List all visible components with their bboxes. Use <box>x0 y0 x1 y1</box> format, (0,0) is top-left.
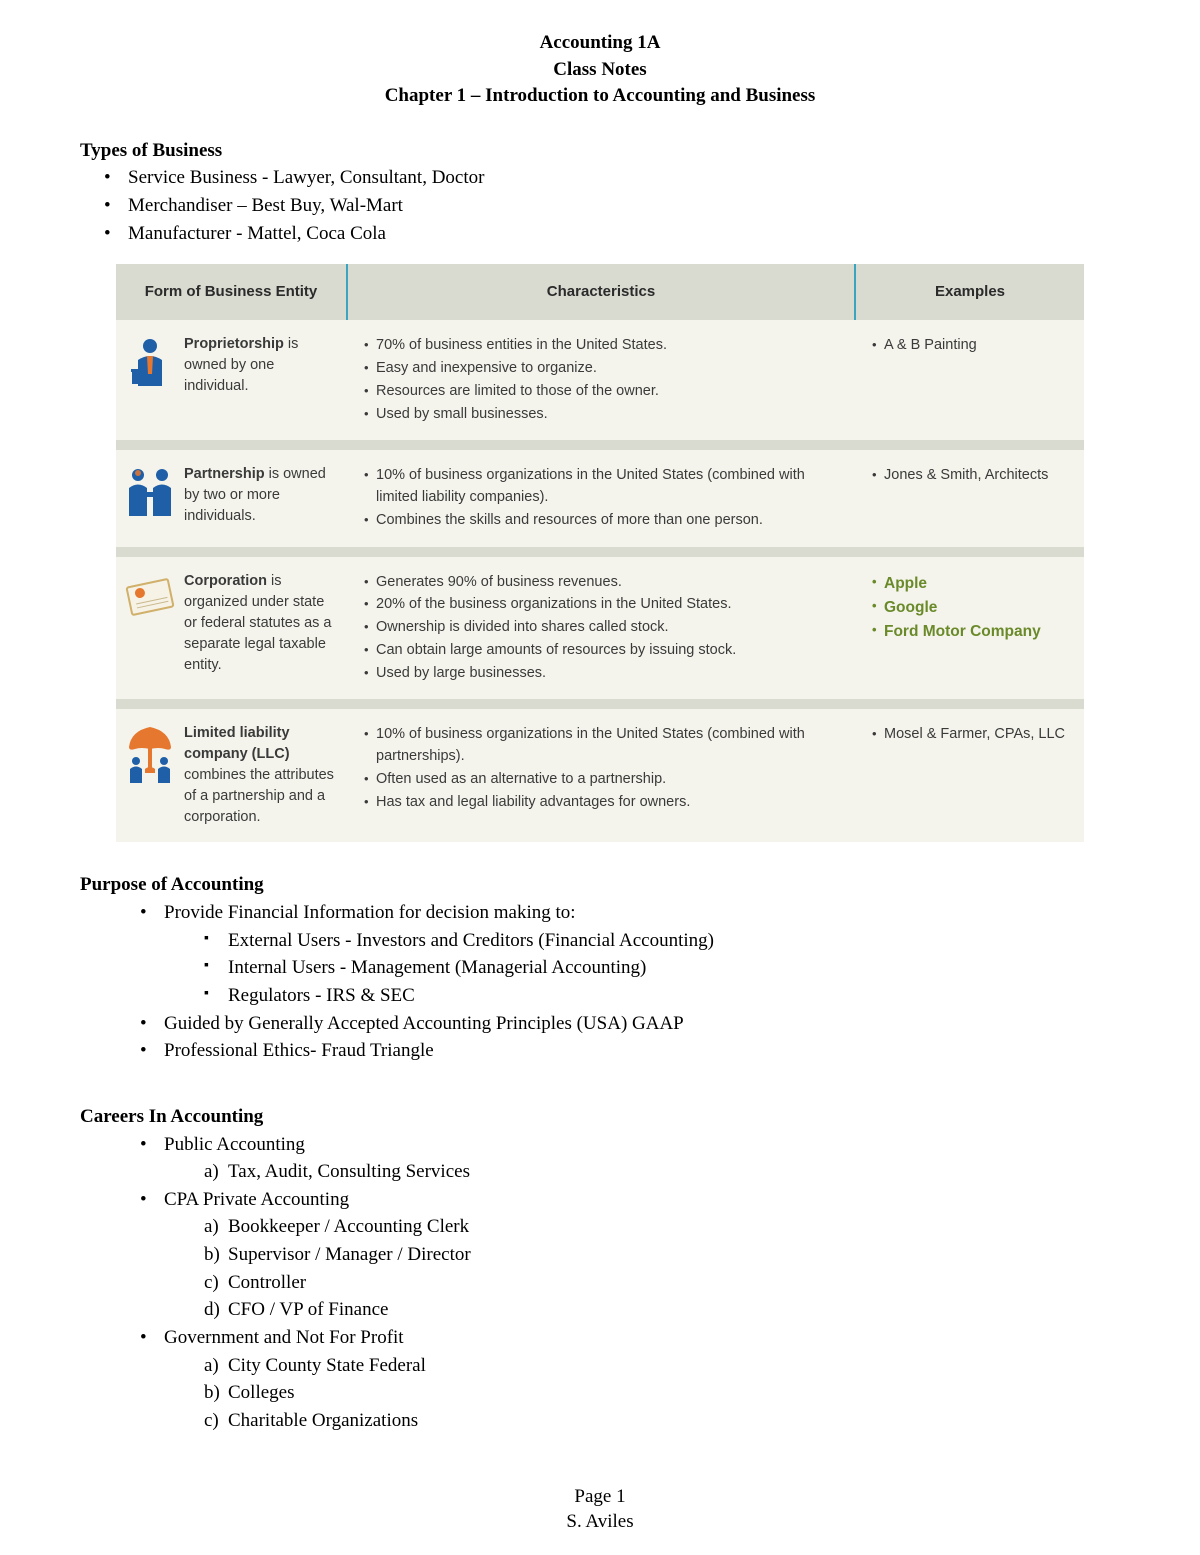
characteristic-item: Ownership is divided into shares called … <box>364 617 836 639</box>
careers-subitem: Charitable Organizations <box>204 1408 1120 1434</box>
examples-cell: Mosel & Farmer, CPAs, LLC <box>854 723 1084 828</box>
careers-item: CPA Private AccountingBookkeeper / Accou… <box>140 1187 1120 1323</box>
careers-subitem: Tax, Audit, Consulting Services <box>204 1159 1120 1185</box>
characteristic-item: 10% of business organizations in the Uni… <box>364 724 836 768</box>
characteristic-item: 70% of business entities in the United S… <box>364 335 836 357</box>
characteristics-cell: 10% of business organizations in the Uni… <box>346 464 854 532</box>
characteristic-item: Generates 90% of business revenues. <box>364 572 836 594</box>
purpose-title: Purpose of Accounting <box>80 872 1120 898</box>
example-item: Google <box>872 596 1066 619</box>
examples-cell: Jones & Smith, Architects <box>854 464 1084 532</box>
entity-table: Form of Business Entity Characteristics … <box>116 264 1084 842</box>
careers-subitem: Controller <box>204 1270 1120 1296</box>
careers-subitem: Supervisor / Manager / Director <box>204 1242 1120 1268</box>
characteristic-item: 10% of business organizations in the Uni… <box>364 465 836 509</box>
author-name: S. Aviles <box>80 1509 1120 1535</box>
characteristic-item: Used by small businesses. <box>364 404 836 426</box>
careers-title: Careers In Accounting <box>80 1104 1120 1130</box>
careers-subitem: Bookkeeper / Accounting Clerk <box>204 1214 1120 1240</box>
form-description: Corporation is organized under state or … <box>184 571 346 686</box>
header-line3: Chapter 1 – Introduction to Accounting a… <box>80 83 1120 110</box>
partnership-icon <box>116 464 184 532</box>
characteristic-item: Often used as an alternative to a partne… <box>364 769 836 791</box>
page-number: Page 1 <box>80 1484 1120 1510</box>
form-description: Proprietorship is owned by one individua… <box>184 334 346 426</box>
careers-subitem: City County State Federal <box>204 1353 1120 1379</box>
examples-cell: AppleGoogleFord Motor Company <box>854 571 1084 686</box>
purpose-subitem: External Users - Investors and Creditors… <box>204 928 1120 954</box>
proprietor-icon <box>116 334 184 426</box>
page-header: Accounting 1A Class Notes Chapter 1 – In… <box>80 30 1120 110</box>
example-item: Jones & Smith, Architects <box>872 465 1066 487</box>
types-item: Manufacturer - Mattel, Coca Cola <box>104 221 1120 247</box>
types-title: Types of Business <box>80 138 1120 164</box>
characteristic-item: 20% of the business organizations in the… <box>364 594 836 616</box>
characteristic-item: Used by large businesses. <box>364 663 836 685</box>
careers-subitem: Colleges <box>204 1380 1120 1406</box>
examples-cell: A & B Painting <box>854 334 1084 426</box>
entity-table-header: Form of Business Entity Characteristics … <box>116 264 1084 320</box>
types-item: Merchandiser – Best Buy, Wal-Mart <box>104 193 1120 219</box>
entity-row: Partnership is owned by two or more indi… <box>116 450 1084 546</box>
careers-item: Public AccountingTax, Audit, Consulting … <box>140 1132 1120 1185</box>
purpose-item: Guided by Generally Accepted Accounting … <box>140 1011 1120 1037</box>
types-list: Service Business - Lawyer, Consultant, D… <box>80 165 1120 246</box>
entity-row: Limited liability company (LLC) combines… <box>116 709 1084 842</box>
characteristic-item: Can obtain large amounts of resources by… <box>364 640 836 662</box>
characteristic-item: Easy and inexpensive to organize. <box>364 358 836 380</box>
example-item: Mosel & Farmer, CPAs, LLC <box>872 724 1066 746</box>
header-line2: Class Notes <box>80 57 1120 84</box>
types-item: Service Business - Lawyer, Consultant, D… <box>104 165 1120 191</box>
purpose-item: Provide Financial Information for decisi… <box>140 900 1120 1009</box>
characteristics-cell: Generates 90% of business revenues.20% o… <box>346 571 854 686</box>
llc-icon <box>116 723 184 828</box>
purpose-list: Provide Financial Information for decisi… <box>116 900 1120 1064</box>
characteristics-cell: 10% of business organizations in the Uni… <box>346 723 854 828</box>
header-line1: Accounting 1A <box>80 30 1120 57</box>
col-form: Form of Business Entity <box>116 264 346 320</box>
purpose-subitem: Regulators - IRS & SEC <box>204 983 1120 1009</box>
form-description: Partnership is owned by two or more indi… <box>184 464 346 532</box>
careers-item: Government and Not For ProfitCity County… <box>140 1325 1120 1434</box>
example-item: A & B Painting <box>872 335 1066 357</box>
characteristics-cell: 70% of business entities in the United S… <box>346 334 854 426</box>
page-footer: Page 1 S. Aviles <box>80 1484 1120 1535</box>
purpose-item: Professional Ethics- Fraud Triangle <box>140 1038 1120 1064</box>
characteristic-item: Has tax and legal liability advantages f… <box>364 792 836 814</box>
careers-subitem: CFO / VP of Finance <box>204 1297 1120 1323</box>
corporation-icon <box>116 571 184 686</box>
example-item: Apple <box>872 572 1066 595</box>
careers-list: Public AccountingTax, Audit, Consulting … <box>116 1132 1120 1434</box>
characteristic-item: Resources are limited to those of the ow… <box>364 381 836 403</box>
entity-row: Corporation is organized under state or … <box>116 557 1084 700</box>
characteristic-item: Combines the skills and resources of mor… <box>364 510 836 532</box>
purpose-subitem: Internal Users - Management (Managerial … <box>204 955 1120 981</box>
example-item: Ford Motor Company <box>872 620 1066 643</box>
col-examples: Examples <box>854 264 1084 320</box>
entity-row: Proprietorship is owned by one individua… <box>116 320 1084 440</box>
col-characteristics: Characteristics <box>346 264 854 320</box>
form-description: Limited liability company (LLC) combines… <box>184 723 346 828</box>
